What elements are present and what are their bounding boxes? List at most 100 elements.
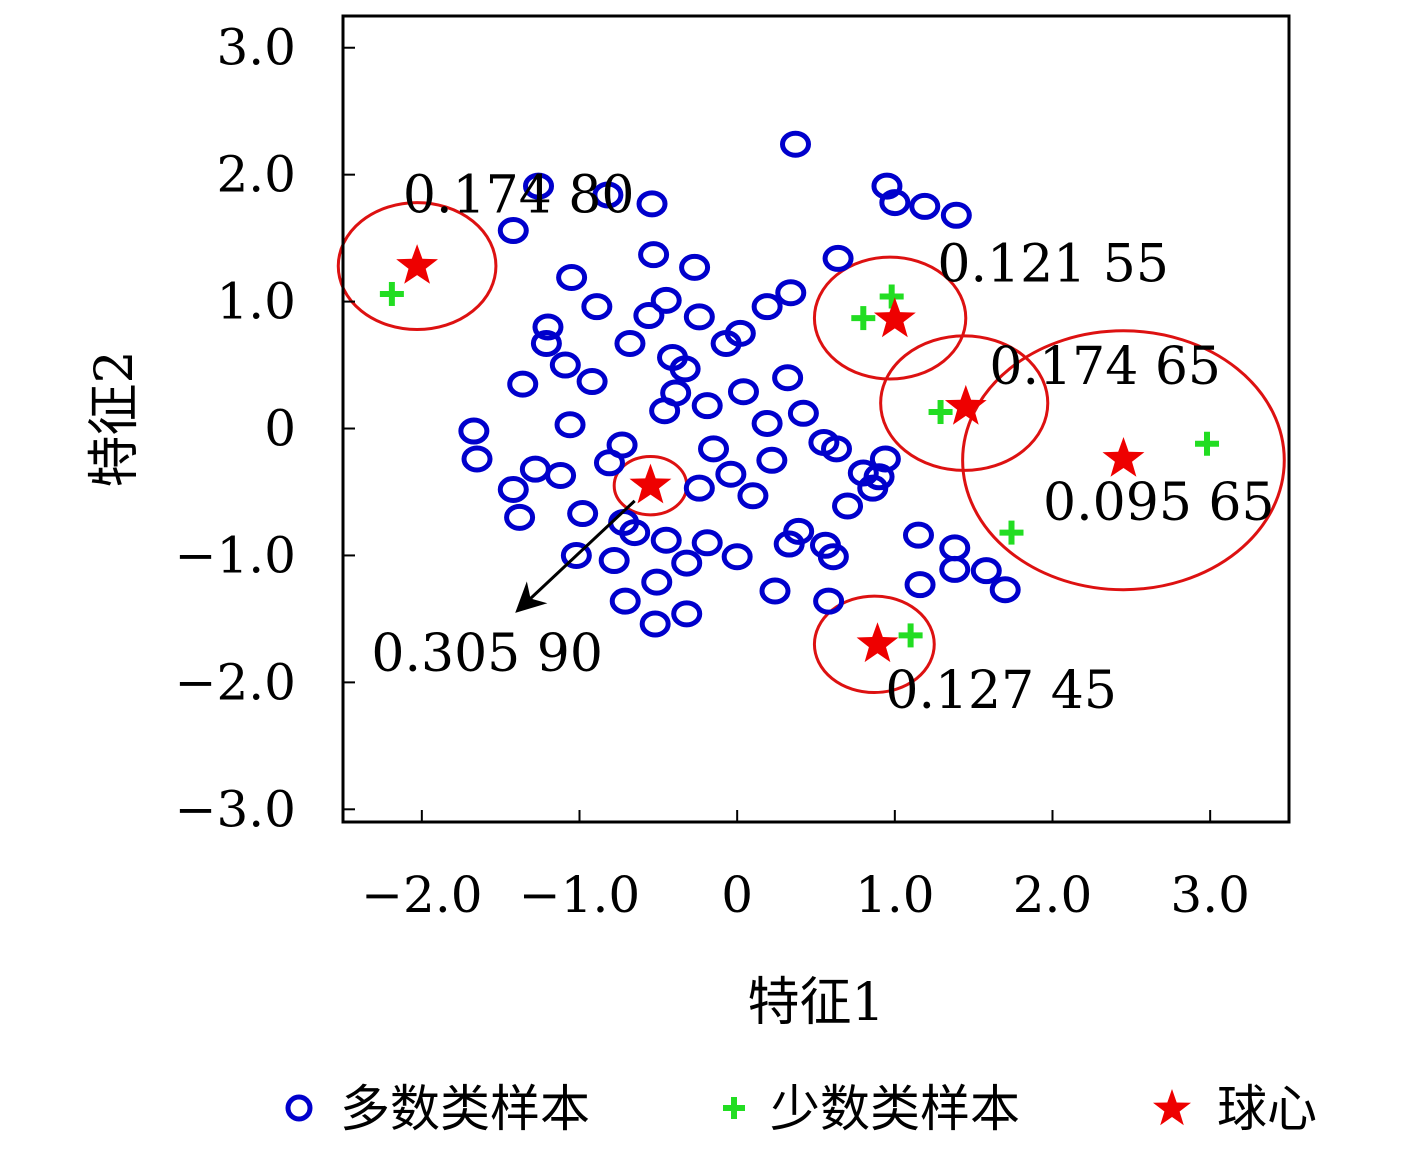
majority-point bbox=[554, 411, 586, 439]
majority-point bbox=[639, 610, 671, 638]
x-axis-title: 特征1 bbox=[747, 973, 884, 1033]
majority-point bbox=[698, 435, 730, 463]
radius-label: 0.127 45 bbox=[885, 661, 1117, 721]
radius-label: 0.095 65 bbox=[1043, 473, 1275, 533]
legend-center-label: 球心 bbox=[1217, 1080, 1317, 1138]
majority-point bbox=[871, 172, 903, 200]
majority-point bbox=[560, 541, 592, 569]
majority-point bbox=[458, 417, 490, 445]
minority-point bbox=[928, 400, 953, 425]
sphere-circle bbox=[961, 329, 1286, 592]
y-tick-label: 1.0 bbox=[216, 273, 296, 331]
sphere-circles bbox=[336, 201, 1286, 695]
majority-point bbox=[879, 189, 911, 217]
majority-point bbox=[609, 587, 641, 615]
minority-point bbox=[879, 284, 904, 309]
legend-majority-label: 多数类样本 bbox=[340, 1080, 590, 1138]
majority-point bbox=[822, 244, 854, 272]
majority-point bbox=[638, 241, 670, 269]
minority-point bbox=[1195, 431, 1220, 456]
majority-point bbox=[633, 302, 665, 330]
majority-point bbox=[772, 364, 804, 392]
majority-point bbox=[556, 263, 588, 291]
majority-point bbox=[576, 368, 608, 396]
majority-point bbox=[614, 329, 646, 357]
sphere-center-star bbox=[873, 297, 916, 338]
majority-point bbox=[727, 378, 759, 406]
majority-point bbox=[669, 355, 701, 383]
legend-minority-label: 少数类样本 bbox=[770, 1080, 1020, 1138]
majority-point bbox=[759, 577, 791, 605]
majority-point bbox=[820, 435, 852, 463]
radius-label: 0.305 90 bbox=[371, 624, 603, 684]
majority-point bbox=[817, 543, 849, 571]
sphere-center-star bbox=[856, 622, 899, 663]
majority-point bbox=[549, 351, 581, 379]
majority-point bbox=[857, 474, 889, 502]
sphere-centers bbox=[396, 244, 1145, 663]
majority-point bbox=[970, 557, 1002, 585]
annotation-arrow bbox=[515, 499, 636, 613]
majority-point bbox=[715, 460, 747, 488]
y-axis-title: 特征2 bbox=[85, 350, 145, 487]
x-tick-label: 3.0 bbox=[1170, 866, 1250, 924]
majority-point bbox=[787, 399, 819, 427]
majority-point bbox=[530, 329, 562, 357]
majority-point bbox=[775, 279, 807, 307]
majority-point bbox=[649, 397, 681, 425]
majority-point bbox=[756, 446, 788, 474]
x-tick-label: 0 bbox=[721, 866, 753, 924]
majority-point bbox=[461, 445, 493, 473]
x-tick-label: 2.0 bbox=[1013, 866, 1093, 924]
y-tick-label: −3.0 bbox=[175, 780, 296, 838]
majority-point bbox=[737, 482, 769, 510]
arrow-line bbox=[515, 499, 636, 613]
radius-label: 0.174 80 bbox=[403, 166, 635, 226]
minority-point bbox=[851, 306, 876, 331]
majority-point bbox=[939, 534, 971, 562]
plot-frame bbox=[341, 14, 1291, 824]
sphere-radius-labels: 0.174 80 0.121 55 0.174 65 0.095 65 0.305 90… bbox=[371, 166, 1274, 721]
majority-point bbox=[989, 576, 1021, 604]
x-tick-label: −2.0 bbox=[361, 866, 482, 924]
majority-point bbox=[619, 519, 651, 547]
majority-point bbox=[783, 517, 815, 545]
majority-point bbox=[671, 549, 703, 577]
x-axis-ticks: −2.0 −1.0 0 1.0 2.0 3.0 bbox=[361, 810, 1250, 924]
sphere-center-star bbox=[1102, 437, 1145, 477]
majority-point bbox=[532, 313, 564, 341]
majority-point bbox=[650, 526, 682, 554]
legend: 多数类样本 少数类样本 球心 bbox=[285, 1080, 1317, 1138]
majority-point bbox=[593, 449, 625, 477]
majority-point bbox=[641, 568, 673, 596]
majority-point bbox=[832, 492, 864, 520]
majority-point bbox=[691, 529, 723, 557]
majority-point bbox=[598, 547, 630, 575]
majority-point bbox=[710, 329, 742, 357]
majority-point bbox=[650, 286, 682, 314]
sphere-center-star bbox=[396, 244, 438, 284]
majority-point bbox=[519, 455, 551, 483]
majority-points bbox=[458, 130, 1021, 638]
sphere-circle bbox=[812, 255, 968, 381]
sphere-circle bbox=[812, 594, 936, 695]
y-axis-ticks: 3.0 2.0 1.0 0 −1.0 −2.0 −3.0 bbox=[175, 19, 355, 838]
minority-point bbox=[379, 281, 404, 306]
majority-point bbox=[940, 201, 972, 229]
y-tick-label: 0 bbox=[264, 400, 296, 458]
legend-minority-marker bbox=[723, 1097, 745, 1119]
legend-center-marker bbox=[1153, 1089, 1191, 1126]
majority-point bbox=[523, 172, 555, 200]
majority-point bbox=[902, 521, 934, 549]
majority-point bbox=[909, 192, 941, 220]
majority-point bbox=[679, 253, 711, 281]
majority-point bbox=[581, 293, 613, 321]
minority-points bbox=[379, 281, 1220, 648]
majority-point bbox=[504, 503, 536, 531]
y-tick-label: −2.0 bbox=[175, 653, 296, 711]
majority-point bbox=[592, 181, 624, 209]
radius-label: 0.174 65 bbox=[989, 337, 1221, 397]
x-tick-label: 1.0 bbox=[855, 866, 935, 924]
y-tick-label: −1.0 bbox=[175, 526, 296, 584]
